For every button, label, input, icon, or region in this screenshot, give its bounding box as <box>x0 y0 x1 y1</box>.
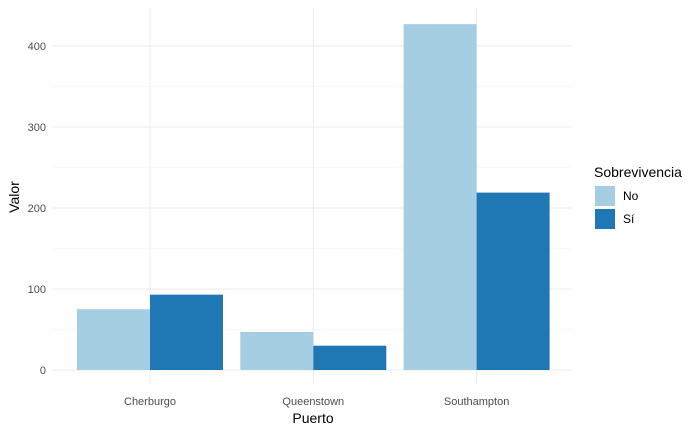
x-tick-label: Queenstown <box>282 396 344 408</box>
legend-label: No <box>623 189 639 203</box>
legend: Sobrevivencia No Sí <box>594 164 682 229</box>
bar-cherburgo-si <box>150 294 223 370</box>
x-axis-title: Puerto <box>292 410 333 426</box>
bar-cherburgo-no <box>77 309 150 370</box>
legend-title: Sobrevivencia <box>594 164 682 180</box>
y-tick-label: 100 <box>28 284 46 296</box>
y-tick-label: 300 <box>28 122 46 134</box>
bars <box>77 24 550 370</box>
bar-queenstown-si <box>313 345 387 370</box>
x-axis-ticks: Cherburgo Queenstown Southampton <box>124 396 509 408</box>
bar-queenstown-no <box>240 331 314 370</box>
bar-southampton-si <box>476 192 550 370</box>
y-axis-title: Valor <box>6 181 22 213</box>
x-tick-label: Cherburgo <box>124 396 176 408</box>
legend-label: Sí <box>623 212 635 226</box>
legend-key-no <box>595 186 615 206</box>
y-tick-label: 0 <box>40 365 46 377</box>
y-axis-ticks: 0 100 200 300 400 <box>28 41 46 377</box>
y-tick-label: 200 <box>28 203 46 215</box>
y-tick-label: 400 <box>28 41 46 53</box>
bar-southampton-no <box>403 24 477 370</box>
legend-key-si <box>595 209 615 229</box>
x-tick-label: Southampton <box>444 396 509 408</box>
